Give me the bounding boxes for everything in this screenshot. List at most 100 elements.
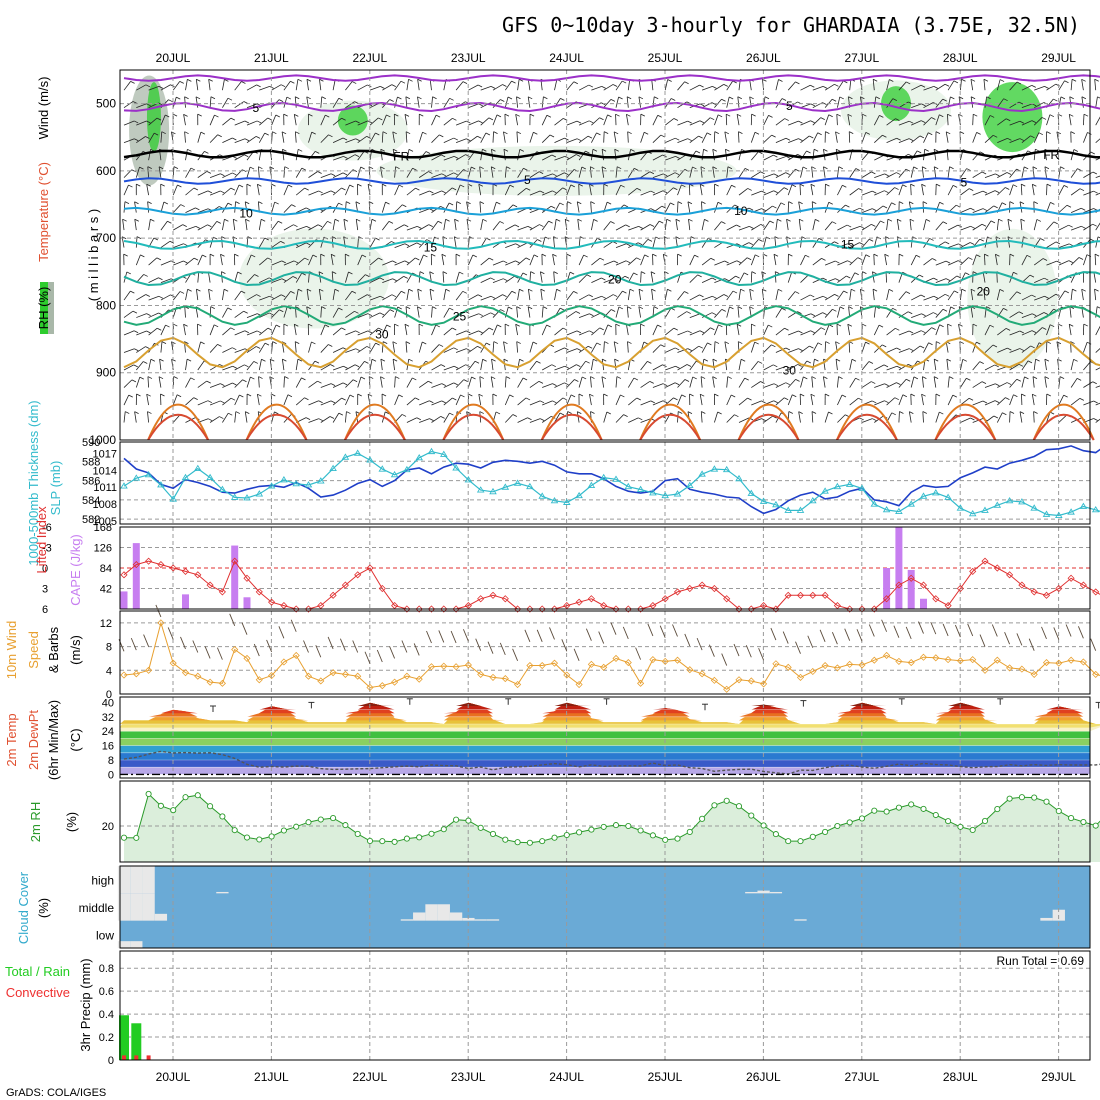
wind-barb — [516, 306, 518, 318]
wind-speed-point — [587, 660, 595, 668]
wind-barb — [527, 96, 531, 108]
wind-barb — [419, 224, 429, 231]
wind-barb — [123, 310, 134, 318]
wind-barb-flag — [491, 148, 496, 152]
wind-barb-flag — [968, 257, 973, 260]
wind-barb — [1070, 168, 1078, 178]
rh2m-point — [342, 822, 349, 829]
wind-barb — [504, 96, 509, 108]
wind-barb — [763, 115, 769, 126]
wind-barb-flag — [527, 306, 533, 310]
wind-barb — [392, 359, 395, 371]
wind-barb — [664, 79, 669, 91]
wind-barb-flag — [838, 376, 843, 379]
slp-point — [919, 492, 928, 499]
wind-barb-flag — [546, 324, 551, 328]
date-label-bottom: 29JUL — [1041, 1070, 1076, 1084]
wind-barb — [859, 289, 863, 301]
wind-barb — [874, 173, 885, 179]
li-point — [723, 595, 731, 603]
wind-barb-flag — [822, 102, 827, 105]
wind-barb — [431, 114, 437, 126]
wind-barb-flag — [459, 271, 464, 275]
wind-barb — [751, 224, 761, 231]
wind-barb — [736, 324, 740, 336]
wind-barb-flag — [511, 80, 516, 84]
wind-barb-flag — [452, 117, 457, 121]
wind-barb-flag — [982, 190, 988, 194]
wind-barb — [750, 151, 759, 161]
wind-barb — [431, 205, 441, 213]
wind-barb — [898, 411, 900, 423]
wind-barb — [443, 137, 454, 144]
slp-point — [956, 504, 965, 511]
wind-barb — [332, 98, 340, 108]
wind-barb — [578, 294, 589, 301]
wind-barb-flag — [1083, 113, 1089, 117]
contour-label: 5 — [961, 176, 968, 190]
wind-barb-flag — [783, 187, 789, 191]
wind-speed-point — [341, 670, 349, 679]
wind-barb — [296, 225, 307, 231]
wind-barb — [185, 149, 188, 161]
wind-barb — [271, 114, 277, 126]
wind-barb-flag — [748, 207, 754, 211]
wind-barb — [874, 383, 885, 388]
wind-barb — [811, 201, 814, 213]
wind-barb-flag — [375, 132, 380, 136]
slp-point — [747, 489, 756, 496]
slp-point — [1030, 504, 1038, 511]
wind-barb-flag — [1019, 348, 1025, 351]
wind-barb-flag — [699, 103, 705, 107]
wind-barb — [701, 219, 705, 231]
wind-barb — [726, 96, 730, 108]
slp-point — [243, 494, 251, 501]
wind-barb-flag — [364, 360, 369, 364]
wind-barb-flag — [271, 183, 276, 187]
wind-barb — [504, 376, 507, 388]
wind10m-barb — [389, 646, 396, 659]
wind-barb — [345, 101, 355, 109]
wind-barb — [468, 313, 479, 318]
wind-barb-flag — [224, 79, 229, 82]
wind-barb — [837, 275, 847, 283]
wind-barb-flag — [417, 96, 422, 100]
temp-band — [120, 702, 1100, 706]
wind-barb — [147, 201, 149, 213]
wind-barb — [345, 81, 353, 91]
wind-barb — [1031, 394, 1035, 406]
rh2m-point — [1055, 808, 1062, 815]
wind-barb — [135, 166, 140, 178]
wind-barb — [898, 81, 907, 91]
wind-barb — [345, 138, 356, 144]
slp-line — [123, 450, 1100, 517]
wind-barb-flag — [1081, 225, 1086, 229]
wind-barb-flag — [196, 78, 201, 82]
wind-barb-flag — [220, 190, 225, 194]
wind-barb-flag — [207, 224, 212, 228]
wind-barb — [554, 137, 565, 144]
wind-barb-flag — [269, 312, 274, 316]
wind-barb — [984, 400, 996, 406]
wind-barb-flag — [1090, 238, 1095, 242]
wind-barb-flag — [165, 114, 170, 118]
wind-barb — [947, 376, 950, 388]
wind-barb-flag — [990, 220, 996, 224]
wind-barb-flag — [847, 323, 852, 327]
wind-barb-flag — [417, 78, 422, 82]
wind-barb-flag — [516, 341, 521, 344]
wind-barb-flag — [429, 271, 434, 275]
wind-barb-flag — [519, 149, 524, 152]
wind-barb-flag — [590, 166, 595, 170]
wind-barb — [1007, 219, 1010, 231]
wind-barb — [529, 341, 534, 353]
wind-barb-flag — [934, 166, 939, 170]
wind-barb-flag — [1094, 288, 1099, 292]
wind-barb — [578, 135, 589, 143]
wind-barb — [222, 365, 233, 371]
wind-barb-flag — [657, 114, 662, 118]
wind-barb — [823, 359, 826, 371]
wind-barb-flag — [822, 312, 827, 315]
wind-barb-flag — [846, 275, 851, 279]
